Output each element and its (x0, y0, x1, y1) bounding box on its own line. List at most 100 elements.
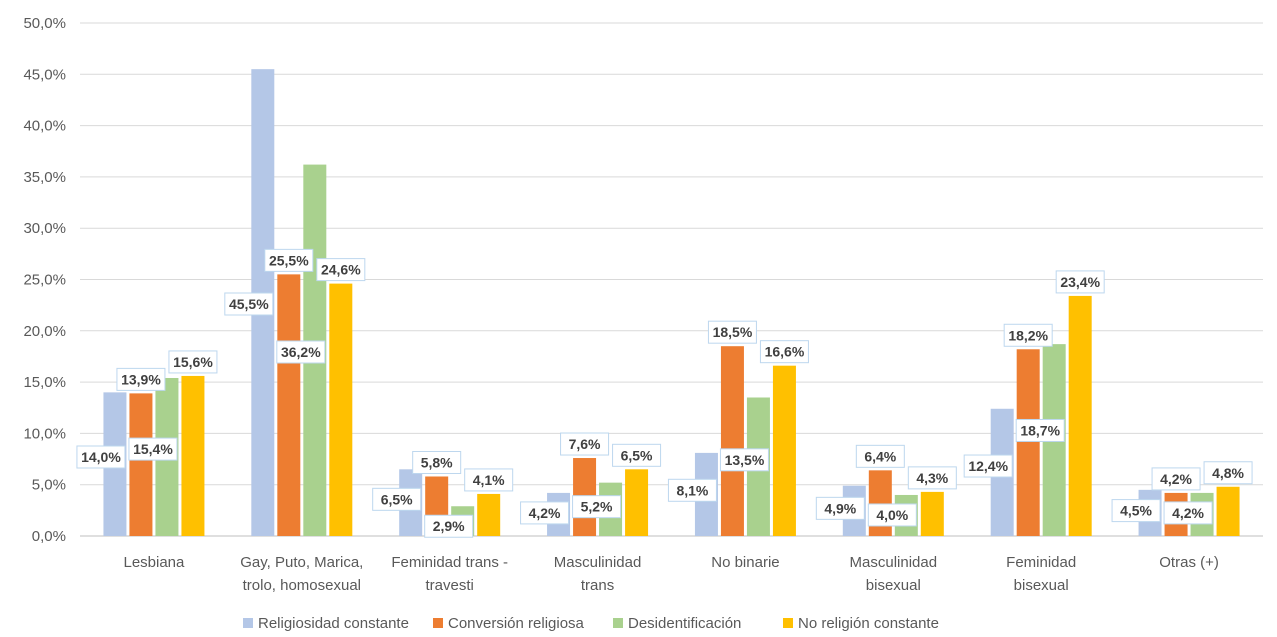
data-label-text: 4,2% (529, 505, 561, 521)
y-axis: 0,0% 5,0% 10,0% 15,0% 20,0% 25,0% 30,0% 35,0% 40… (23, 15, 66, 545)
data-label-box (560, 432, 610, 456)
data-label-text: 24,6% (321, 262, 361, 278)
data-label-text: 7,6% (569, 436, 601, 452)
data-label: 6,5% (372, 487, 422, 511)
data-label-box (316, 258, 366, 282)
y-tick-label: 45,0% (23, 66, 66, 83)
data-label: 4,8% (1203, 461, 1253, 485)
legend-label: Desidentificación (628, 615, 741, 632)
data-label: 18,5% (707, 320, 757, 344)
y-tick-label: 35,0% (23, 169, 66, 186)
data-label-text: 4,2% (1172, 505, 1204, 521)
x-tick-label: Lesbiana (123, 554, 185, 571)
legend-item: Desidentificación (613, 615, 741, 632)
data-label-text: 25,5% (269, 252, 309, 268)
bar (329, 283, 353, 536)
data-label-box (759, 340, 809, 364)
data-label-text: 6,5% (621, 447, 653, 463)
data-label-text: 4,0% (876, 507, 908, 523)
data-label-text: 14,0% (81, 449, 121, 465)
data-label-text: 16,6% (765, 344, 805, 360)
bar (1068, 295, 1092, 536)
gridlines (80, 22, 1263, 537)
legend-swatch (613, 618, 623, 628)
data-label-text: 36,2% (281, 344, 321, 360)
data-label-text: 8,1% (676, 482, 708, 498)
data-label-text: 18,2% (1008, 327, 1048, 343)
x-tick-label: Feminidad bisexual (1006, 554, 1076, 594)
data-label: 4,3% (907, 466, 957, 490)
data-label: 4,2% (1163, 501, 1213, 525)
bar (920, 491, 944, 536)
y-tick-label: 0,0% (32, 528, 66, 545)
data-label: 4,5% (1111, 499, 1161, 523)
data-label-box (719, 448, 769, 472)
y-tick-label: 20,0% (23, 323, 66, 340)
data-label: 5,8% (412, 450, 462, 474)
x-tick-label: No binarie (711, 554, 779, 571)
data-label: 18,2% (1003, 323, 1053, 347)
data-label-box (1003, 323, 1053, 347)
x-tick-label: Masculinidad bisexual (850, 554, 938, 594)
data-label-box (276, 340, 326, 364)
data-label-box (76, 445, 126, 469)
data-label: 18,7% (1015, 418, 1065, 442)
legend-swatch (783, 618, 793, 628)
data-label-box (1111, 499, 1161, 523)
y-tick-label: 50,0% (23, 15, 66, 32)
data-label: 15,6% (168, 350, 218, 374)
data-label-box (1163, 501, 1213, 525)
data-label-box (963, 454, 1013, 478)
data-label: 13,5% (719, 448, 769, 472)
data-label-text: 15,6% (173, 354, 213, 370)
data-label: 5,2% (572, 495, 622, 519)
data-label: 12,4% (963, 454, 1013, 478)
legend-item: No religión constante (783, 615, 939, 632)
data-label-box (412, 450, 462, 474)
data-label-box (1015, 418, 1065, 442)
data-label-text: 4,8% (1212, 465, 1244, 481)
data-label-box (116, 367, 166, 391)
bar (772, 365, 796, 536)
data-label-text: 4,3% (916, 470, 948, 486)
data-label-box (612, 443, 662, 467)
data-label-box (520, 501, 570, 525)
data-label-box (855, 444, 905, 468)
data-label-text: 15,4% (133, 441, 173, 457)
data-label-text: 4,5% (1120, 503, 1152, 519)
data-label-box (128, 437, 178, 461)
data-label-text: 45,5% (229, 296, 269, 312)
data-label-box (168, 350, 218, 374)
x-tick-label: Feminidad trans -travesti (391, 554, 508, 594)
data-label: 6,5% (612, 443, 662, 467)
data-label: 16,6% (759, 340, 809, 364)
data-label: 45,5% (224, 292, 274, 316)
data-label-text: 4,2% (1160, 471, 1192, 487)
data-label: 4,0% (867, 503, 917, 527)
data-label-text: 5,2% (581, 499, 613, 515)
data-label: 13,9% (116, 367, 166, 391)
data-labels: 14,0% 13,9% 15,4% 15,6% 45,5% 25,5% 36,2% 24,6%… (76, 248, 1253, 538)
data-label-text: 12,4% (968, 458, 1008, 474)
y-tick-label: 30,0% (23, 220, 66, 237)
data-label-text: 13,5% (725, 452, 765, 468)
data-label: 4,9% (815, 496, 865, 520)
data-label-text: 23,4% (1060, 274, 1100, 290)
data-label: 24,6% (316, 258, 366, 282)
data-label: 25,5% (264, 248, 314, 272)
data-label-box (572, 495, 622, 519)
data-label: 2,9% (424, 514, 474, 538)
x-axis: Lesbiana Gay, Puto, Marica, trolo, homosex… (123, 554, 1218, 594)
bar (129, 393, 153, 536)
data-label-box (424, 514, 474, 538)
data-label-text: 4,9% (824, 500, 856, 516)
bar (277, 274, 301, 536)
x-tick-label: Otras (+) (1159, 554, 1219, 571)
data-label-text: 4,1% (473, 472, 505, 488)
legend-label: Conversión religiosa (448, 615, 585, 632)
y-tick-label: 10,0% (23, 425, 66, 442)
data-label-text: 6,5% (381, 491, 413, 507)
data-label-text: 2,9% (433, 518, 465, 534)
data-label-text: 18,5% (713, 324, 753, 340)
